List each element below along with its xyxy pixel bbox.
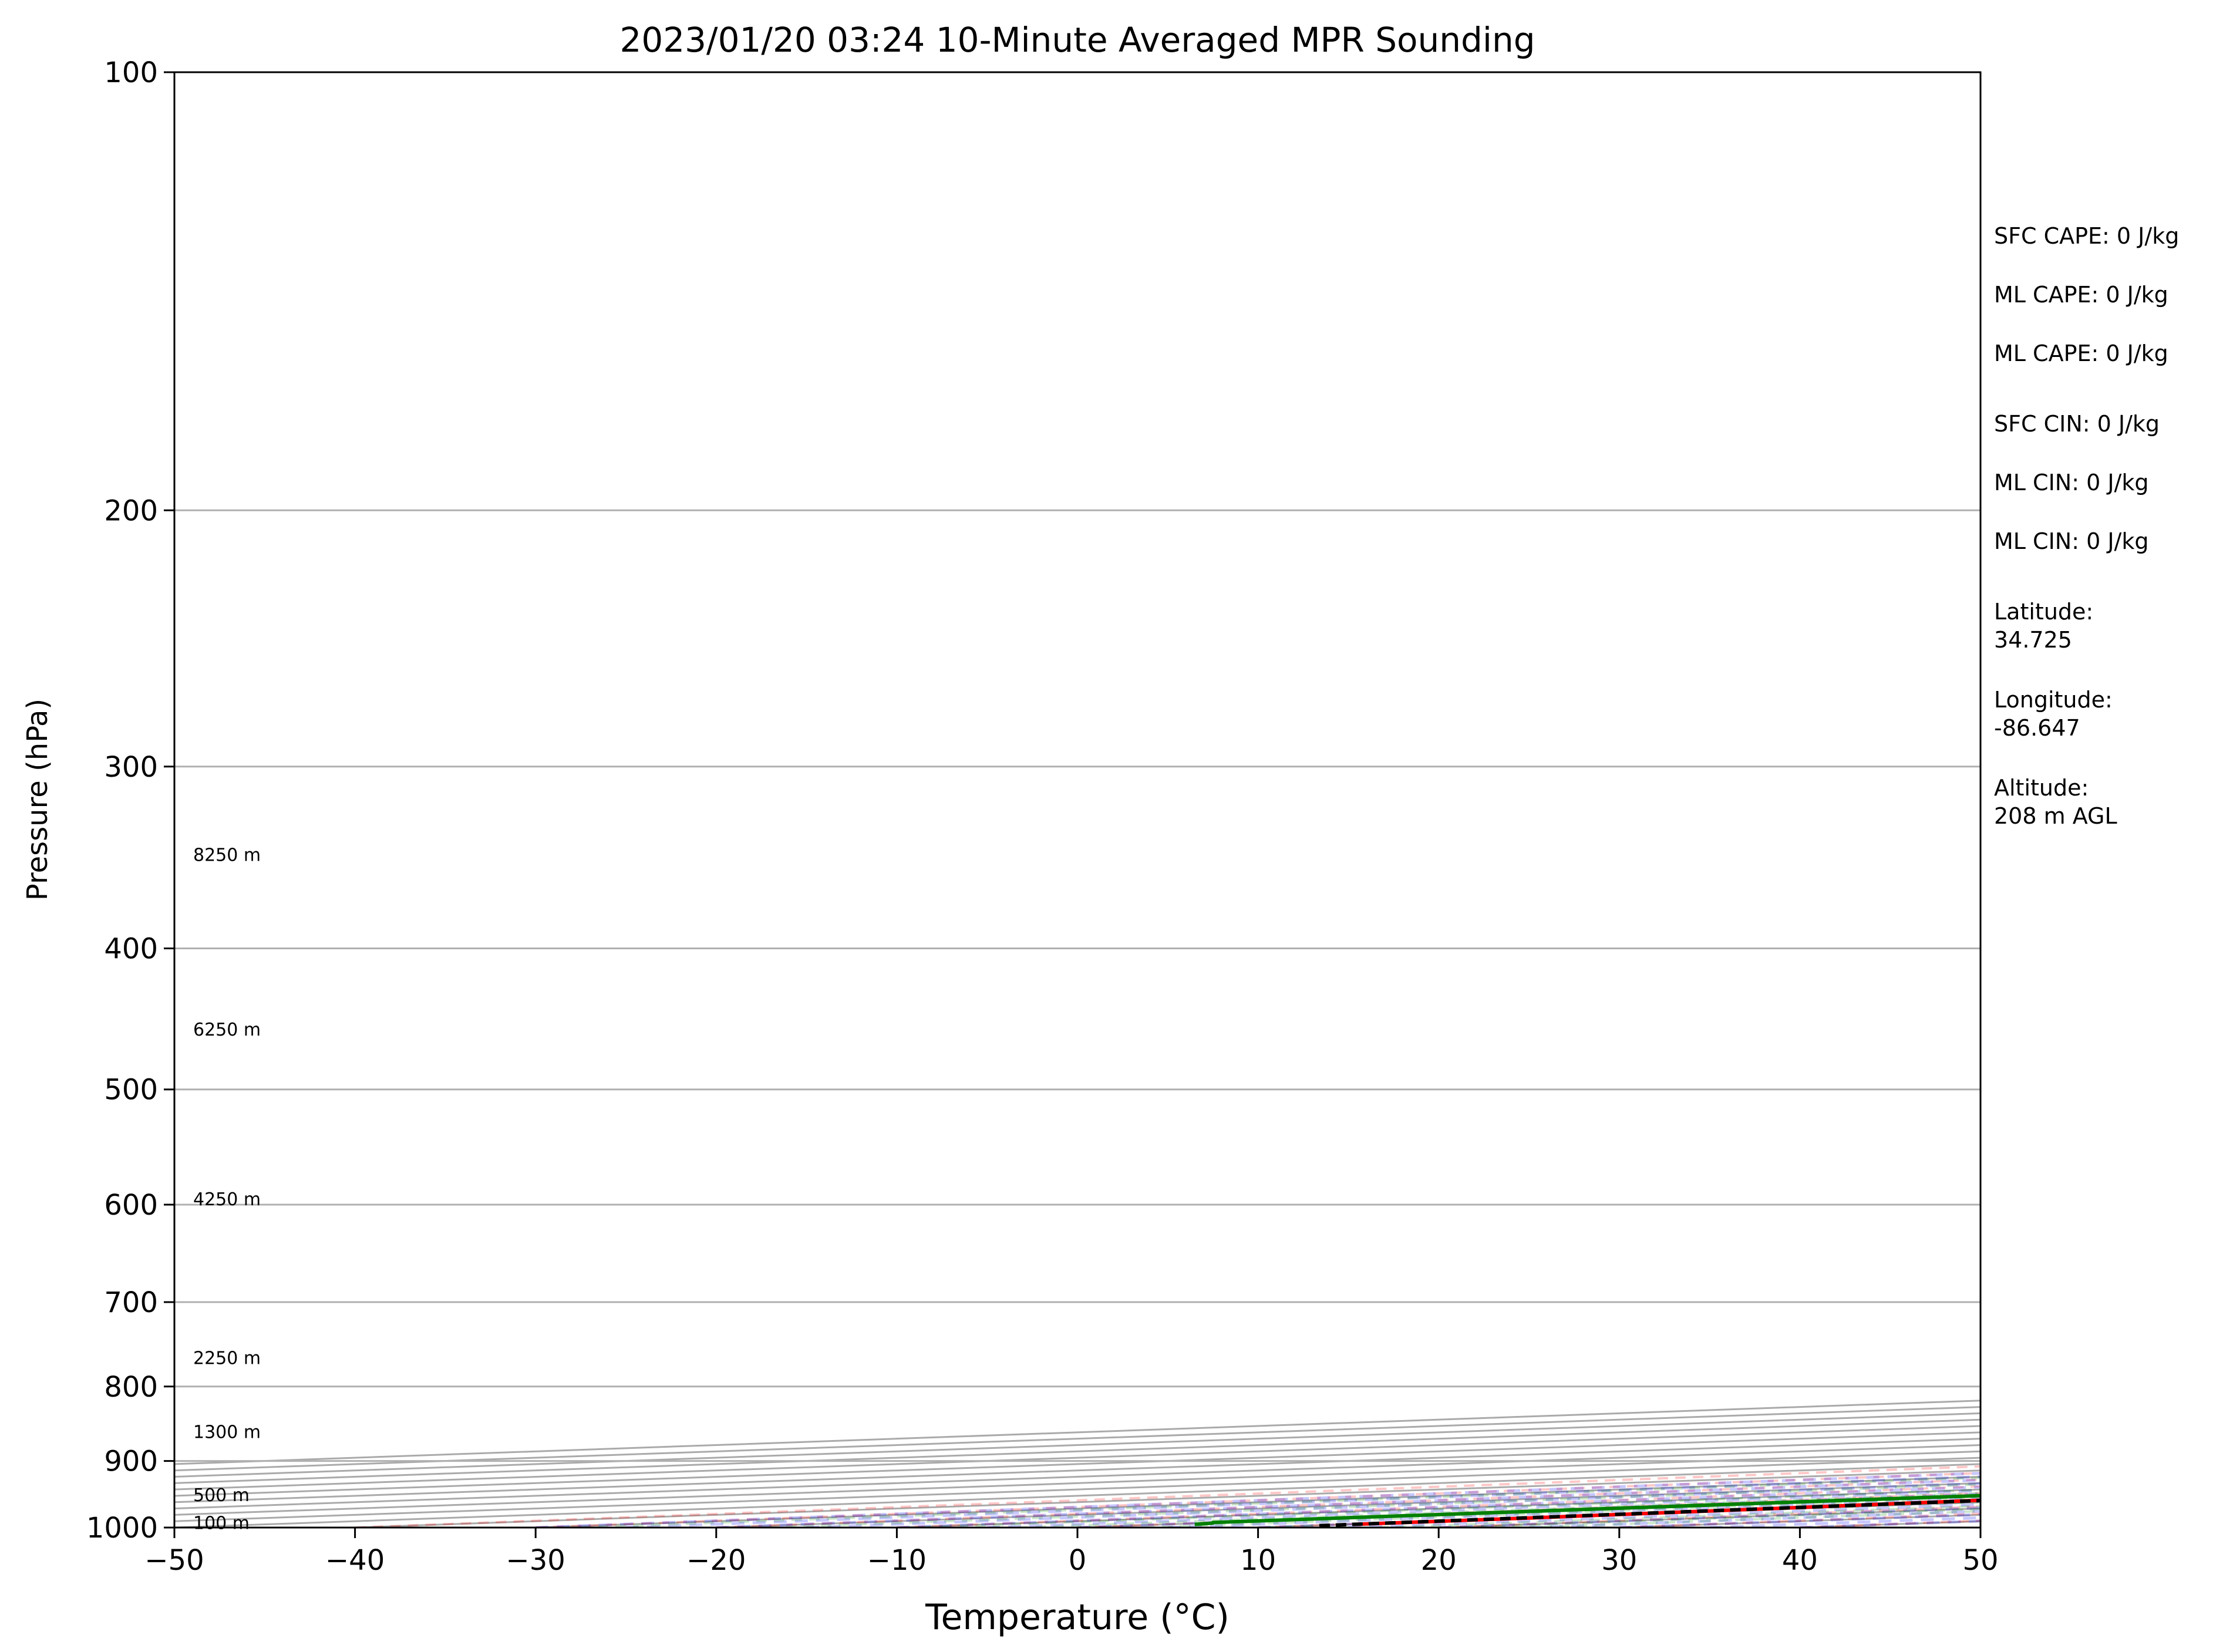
- y-tick-label: 100: [104, 56, 158, 89]
- info-text: 208 m AGL: [1994, 803, 2117, 829]
- height-label: 1300 m: [193, 1422, 261, 1443]
- height-label: 2250 m: [193, 1348, 261, 1369]
- x-tick-label: −20: [686, 1544, 746, 1577]
- y-tick-label: 800: [104, 1371, 158, 1404]
- height-label: 4250 m: [193, 1189, 261, 1210]
- x-tick-label: 10: [1240, 1544, 1276, 1577]
- info-text: ML CIN: 0 J/kg: [1994, 470, 2148, 495]
- x-tick-label: −30: [506, 1544, 565, 1577]
- x-tick-label: −10: [867, 1544, 927, 1577]
- x-tick-label: 0: [1069, 1544, 1087, 1577]
- info-text: -86.647: [1994, 715, 2080, 741]
- y-tick-label: 300: [104, 751, 158, 784]
- height-label: 6250 m: [193, 1020, 261, 1040]
- x-tick-label: 40: [1782, 1544, 1818, 1577]
- height-label: 100 m: [193, 1513, 250, 1533]
- info-text: SFC CIN: 0 J/kg: [1994, 411, 2160, 437]
- x-axis-label: Temperature (°C): [925, 1597, 1230, 1638]
- y-tick-label: 500: [104, 1074, 158, 1107]
- x-tick-label: 50: [1962, 1544, 1998, 1577]
- info-text: SFC CAPE: 0 J/kg: [1994, 223, 2179, 249]
- y-tick-label: 600: [104, 1189, 158, 1222]
- x-tick-label: −50: [144, 1544, 204, 1577]
- info-text: Longitude:: [1994, 687, 2113, 713]
- y-tick-label: 400: [104, 933, 158, 966]
- x-tick-label: 20: [1421, 1544, 1457, 1577]
- y-axis-label: Pressure (hPa): [21, 699, 54, 901]
- y-tick-label: 900: [104, 1445, 158, 1478]
- height-label: 8250 m: [193, 845, 261, 865]
- info-text: ML CAPE: 0 J/kg: [1994, 282, 2168, 308]
- x-tick-label: −40: [325, 1544, 385, 1577]
- height-label: 500 m: [193, 1485, 250, 1506]
- chart-title: 2023/01/20 03:24 10-Minute Averaged MPR …: [619, 20, 1535, 60]
- y-tick-label: 700: [104, 1286, 158, 1319]
- y-tick-label: 200: [104, 494, 158, 527]
- y-tick-label: 1000: [86, 1512, 158, 1545]
- info-text: Altitude:: [1994, 775, 2089, 801]
- info-text: 34.725: [1994, 627, 2072, 653]
- info-text: Latitude:: [1994, 599, 2093, 625]
- info-text: ML CIN: 0 J/kg: [1994, 528, 2148, 554]
- info-text: ML CAPE: 0 J/kg: [1994, 340, 2168, 366]
- x-tick-label: 30: [1601, 1544, 1637, 1577]
